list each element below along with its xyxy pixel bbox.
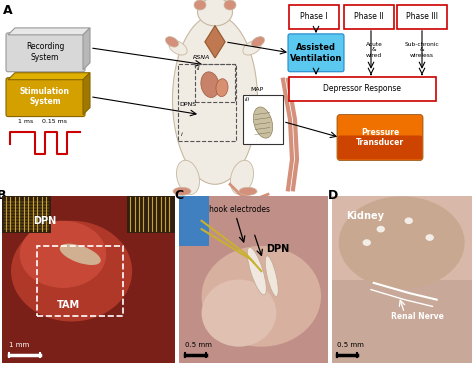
Text: D: D: [328, 189, 338, 202]
Text: Depressor Response: Depressor Response: [323, 84, 401, 93]
FancyBboxPatch shape: [288, 34, 344, 72]
Ellipse shape: [363, 239, 371, 246]
Ellipse shape: [224, 0, 236, 10]
Text: Pressure
Transducer: Pressure Transducer: [356, 128, 404, 147]
FancyBboxPatch shape: [289, 77, 436, 101]
Ellipse shape: [265, 256, 278, 296]
Ellipse shape: [60, 244, 101, 265]
Ellipse shape: [198, 0, 233, 26]
Ellipse shape: [426, 234, 434, 241]
Polygon shape: [83, 73, 90, 114]
Bar: [179, 196, 209, 246]
Text: DPN: DPN: [266, 244, 289, 254]
Text: Stimulation
System: Stimulation System: [20, 87, 70, 106]
Text: TAM: TAM: [56, 300, 80, 310]
Ellipse shape: [247, 247, 266, 295]
Bar: [127, 196, 175, 232]
Ellipse shape: [176, 160, 200, 194]
Text: hook electrodes: hook electrodes: [209, 204, 270, 214]
Text: i: i: [181, 132, 183, 138]
Polygon shape: [8, 73, 90, 80]
Ellipse shape: [230, 160, 254, 194]
Ellipse shape: [239, 187, 257, 195]
Text: Sub-chronic
&
wireless: Sub-chronic & wireless: [405, 42, 439, 58]
Ellipse shape: [404, 217, 413, 224]
Text: 0.5 mm: 0.5 mm: [337, 342, 364, 348]
Bar: [37, 246, 123, 317]
Bar: [2, 196, 51, 232]
Ellipse shape: [173, 15, 257, 184]
Polygon shape: [83, 28, 90, 70]
Ellipse shape: [252, 37, 264, 47]
FancyBboxPatch shape: [338, 135, 422, 159]
Text: C: C: [175, 189, 184, 202]
Text: MAP: MAP: [250, 87, 263, 92]
Bar: [332, 196, 472, 280]
Text: DPN: DPN: [34, 216, 57, 226]
Polygon shape: [8, 28, 90, 35]
Text: 0.5 mm: 0.5 mm: [185, 342, 212, 348]
Bar: [243, 95, 283, 145]
Ellipse shape: [173, 187, 191, 195]
Ellipse shape: [201, 246, 321, 347]
Text: DPNS: DPNS: [179, 101, 196, 107]
Ellipse shape: [254, 107, 273, 138]
Ellipse shape: [169, 41, 187, 55]
FancyBboxPatch shape: [289, 5, 339, 29]
Text: Assisted
Ventilation: Assisted Ventilation: [290, 43, 342, 62]
Text: 1 ms: 1 ms: [18, 119, 33, 124]
Polygon shape: [205, 26, 225, 58]
Ellipse shape: [194, 0, 206, 10]
Ellipse shape: [11, 221, 132, 321]
Ellipse shape: [376, 226, 385, 232]
FancyBboxPatch shape: [397, 5, 447, 29]
Text: Kidney: Kidney: [346, 211, 384, 221]
Text: B: B: [0, 189, 7, 202]
Ellipse shape: [243, 41, 261, 55]
FancyBboxPatch shape: [6, 33, 85, 72]
Bar: [195, 64, 235, 101]
Text: 0.15 ms: 0.15 ms: [42, 119, 67, 124]
Ellipse shape: [201, 280, 276, 347]
Text: Phase III: Phase III: [406, 13, 438, 21]
Text: 1 mm: 1 mm: [9, 342, 29, 348]
Text: iii: iii: [245, 97, 250, 101]
FancyBboxPatch shape: [344, 5, 394, 29]
Text: ii: ii: [197, 66, 201, 71]
Ellipse shape: [165, 37, 179, 47]
FancyBboxPatch shape: [337, 114, 423, 161]
Ellipse shape: [201, 72, 219, 97]
FancyBboxPatch shape: [6, 78, 85, 117]
Ellipse shape: [339, 196, 465, 289]
Text: A: A: [3, 4, 13, 17]
Text: Phase II: Phase II: [354, 13, 384, 21]
Ellipse shape: [19, 221, 106, 288]
Ellipse shape: [216, 79, 228, 97]
Text: Acute
&
wired: Acute & wired: [365, 42, 383, 58]
Bar: [178, 64, 236, 141]
Text: Renal Nerve: Renal Nerve: [391, 312, 443, 321]
Text: Phase I: Phase I: [300, 13, 328, 21]
Text: RSNA: RSNA: [193, 55, 210, 60]
Text: Recording
System: Recording System: [26, 42, 64, 62]
